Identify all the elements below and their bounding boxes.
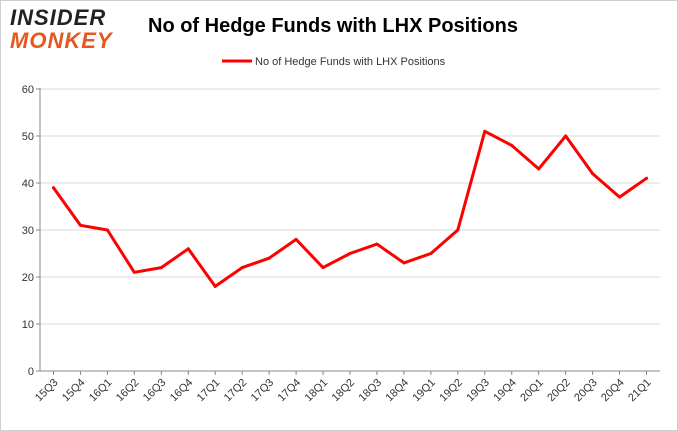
x-tick-label: 18Q1 — [303, 377, 331, 405]
x-tick-label: 15Q3 — [33, 377, 61, 405]
data-point — [429, 252, 433, 255]
data-point — [159, 266, 163, 270]
data-point — [186, 247, 190, 251]
x-tick-label: 19Q3 — [464, 377, 492, 405]
data-point — [645, 176, 649, 180]
data-point — [618, 195, 622, 199]
x-tick-label: 17Q2 — [222, 377, 250, 405]
data-point — [105, 228, 109, 232]
x-tick-label: 19Q1 — [410, 377, 438, 405]
series-group — [51, 129, 649, 288]
data-point — [78, 223, 82, 227]
legend-label: No of Hedge Funds with LHX Positions — [255, 56, 446, 68]
y-tick-labels: 0 10 20 30 40 50 60 — [22, 84, 34, 378]
x-tick-label: 21Q1 — [626, 377, 654, 405]
x-tick-label: 16Q3 — [141, 377, 169, 405]
data-point — [321, 266, 325, 270]
x-tick-label: 18Q4 — [384, 377, 412, 405]
x-tick-label: 15Q4 — [60, 377, 88, 405]
x-tick-label: 16Q2 — [114, 377, 142, 405]
data-point — [375, 242, 379, 246]
x-tick-label: 20Q4 — [599, 377, 627, 405]
data-point — [591, 172, 595, 176]
y-tick-label: 10 — [22, 319, 34, 331]
x-tick-labels: 15Q3 15Q4 16Q1 16Q2 16Q3 16Q4 17Q1 17Q2 17Q3 17Q4… — [33, 371, 654, 404]
gridlines — [36, 88, 660, 372]
x-tick-label: 18Q2 — [330, 377, 358, 405]
data-point — [402, 261, 406, 265]
data-point — [564, 134, 568, 138]
x-tick-label: 16Q4 — [168, 377, 196, 405]
data-point — [294, 237, 298, 241]
y-tick-label: 60 — [22, 84, 34, 96]
x-tick-label: 17Q1 — [195, 377, 223, 405]
data-point — [267, 256, 271, 260]
data-point — [213, 284, 217, 288]
x-tick-label: 19Q4 — [491, 377, 519, 405]
data-point — [537, 167, 541, 171]
insider-monkey-logo: INSIDER MONKEY — [10, 6, 126, 56]
x-tick-label: 20Q1 — [518, 377, 546, 405]
x-tick-label: 20Q2 — [545, 377, 573, 405]
data-point — [51, 186, 55, 190]
data-point — [132, 270, 136, 274]
data-point — [348, 252, 352, 255]
x-tick-label: 18Q3 — [357, 377, 385, 405]
y-tick-label: 50 — [22, 131, 34, 143]
series-line-0 — [52, 129, 648, 288]
x-tick-label: 17Q4 — [276, 377, 304, 405]
y-tick-label: 20 — [22, 272, 34, 284]
legend: No of Hedge Funds with LHX Positions — [222, 56, 446, 68]
data-point — [510, 143, 514, 147]
data-point — [456, 228, 460, 232]
logo-line-1: INSIDER — [10, 5, 107, 30]
x-tick-label: 20Q3 — [572, 377, 600, 405]
y-tick-label: 0 — [28, 366, 34, 378]
chart-title: No of Hedge Funds with LHX Positions — [148, 15, 518, 37]
data-point — [483, 129, 487, 133]
logo-line-2: MONKEY — [10, 28, 113, 53]
x-tick-label: 17Q3 — [249, 377, 277, 405]
y-tick-label: 30 — [22, 225, 34, 237]
x-tick-label: 19Q2 — [437, 377, 465, 405]
data-point — [240, 266, 244, 270]
y-tick-label: 40 — [22, 178, 34, 190]
x-tick-label: 16Q1 — [87, 377, 115, 405]
